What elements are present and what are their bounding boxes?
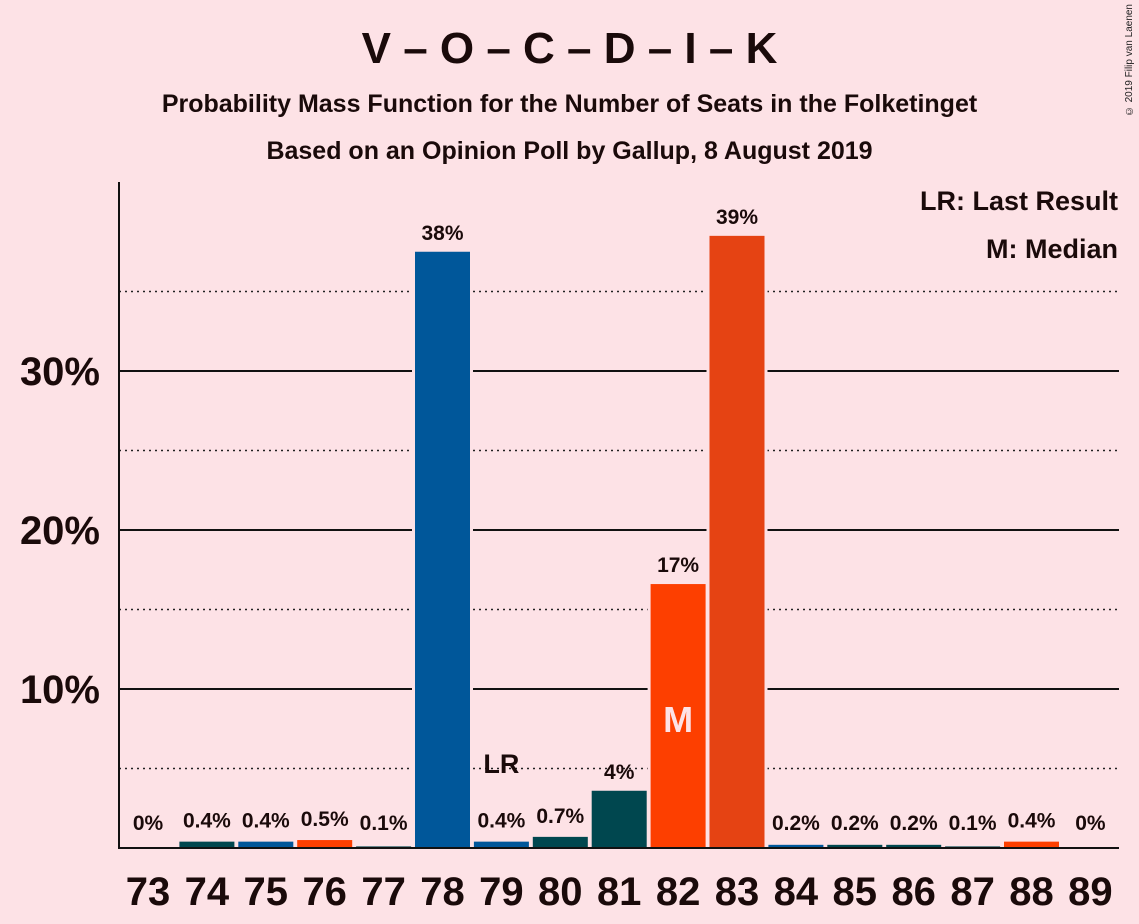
- data-label-83: 39%: [716, 206, 758, 229]
- data-label-85: 0.2%: [831, 812, 879, 835]
- data-label-74: 0.4%: [183, 810, 231, 833]
- data-label-80: 0.7%: [536, 805, 584, 828]
- y-tick-10: 10%: [20, 668, 100, 712]
- x-tick-87: 87: [950, 870, 995, 914]
- bar-85: [827, 844, 883, 848]
- grid-lines: [119, 290, 1119, 770]
- x-tick-73: 73: [126, 870, 171, 914]
- x-tick-76: 76: [302, 870, 347, 914]
- legend-last-result: LR: Last Result: [920, 186, 1118, 216]
- x-tick-82: 82: [656, 870, 701, 914]
- bars: [176, 232, 1062, 849]
- x-tick-86: 86: [891, 870, 936, 914]
- bar-82: [650, 584, 706, 848]
- markers: LR M: [483, 699, 693, 779]
- data-label-73: 0%: [133, 812, 164, 835]
- y-tick-20: 20%: [20, 509, 100, 553]
- x-tick-88: 88: [1009, 870, 1054, 914]
- data-label-79: 0.4%: [477, 810, 525, 833]
- x-tick-79: 79: [479, 870, 524, 914]
- bar-88: [1004, 841, 1059, 848]
- y-tick-30: 30%: [20, 350, 100, 394]
- data-label-77: 0.1%: [360, 812, 408, 835]
- data-label-76: 0.5%: [301, 808, 349, 831]
- x-tick-81: 81: [597, 870, 642, 914]
- x-tick-83: 83: [715, 870, 760, 914]
- data-label-78: 38%: [421, 222, 463, 245]
- chart-title: V – O – C – D – I – K: [361, 24, 778, 73]
- data-labels: 0% 0.4% 0.4% 0.5% 0.1% 38% 0.4% 0.7% 4% 17% 39% 0.2…: [133, 206, 1106, 835]
- data-label-81: 4%: [604, 761, 635, 784]
- median-marker: M: [663, 699, 693, 740]
- x-tick-labels: 73 74 75 76 77 78 79 80 81 82 83 84 85 86 87 88 89: [126, 870, 1113, 914]
- bar-75: [238, 841, 294, 848]
- x-tick-84: 84: [774, 870, 819, 914]
- x-tick-80: 80: [538, 870, 583, 914]
- data-label-86: 0.2%: [890, 812, 938, 835]
- data-label-87: 0.1%: [949, 812, 997, 835]
- bar-halo: [353, 843, 415, 848]
- data-label-84: 0.2%: [772, 812, 820, 835]
- y-tick-labels: 10% 20% 30%: [20, 350, 100, 712]
- x-tick-78: 78: [420, 870, 465, 914]
- bar-84: [768, 844, 824, 848]
- x-tick-89: 89: [1068, 870, 1113, 914]
- bar-74: [179, 841, 235, 848]
- data-label-89: 0%: [1075, 812, 1106, 835]
- bar-79: [473, 841, 529, 848]
- bar-78: [415, 251, 470, 848]
- legend-median: M: Median: [986, 234, 1118, 264]
- axes: [118, 182, 1119, 849]
- data-label-82: 17%: [657, 554, 699, 577]
- bar-76: [297, 840, 353, 848]
- x-tick-74: 74: [185, 870, 230, 914]
- x-tick-75: 75: [244, 870, 289, 914]
- x-tick-85: 85: [833, 870, 878, 914]
- data-label-75: 0.4%: [242, 810, 290, 833]
- bar-81: [591, 790, 647, 848]
- last-result-marker: LR: [483, 749, 519, 779]
- bar-80: [532, 836, 588, 848]
- data-label-88: 0.4%: [1008, 810, 1056, 833]
- x-tick-77: 77: [361, 870, 406, 914]
- bar-83: [709, 235, 765, 849]
- chart-source: Based on an Opinion Poll by Gallup, 8 Au…: [266, 137, 873, 165]
- bar-86: [886, 844, 942, 848]
- chart-subtitle: Probability Mass Function for the Number…: [161, 90, 978, 118]
- bar-halo: [942, 843, 1004, 848]
